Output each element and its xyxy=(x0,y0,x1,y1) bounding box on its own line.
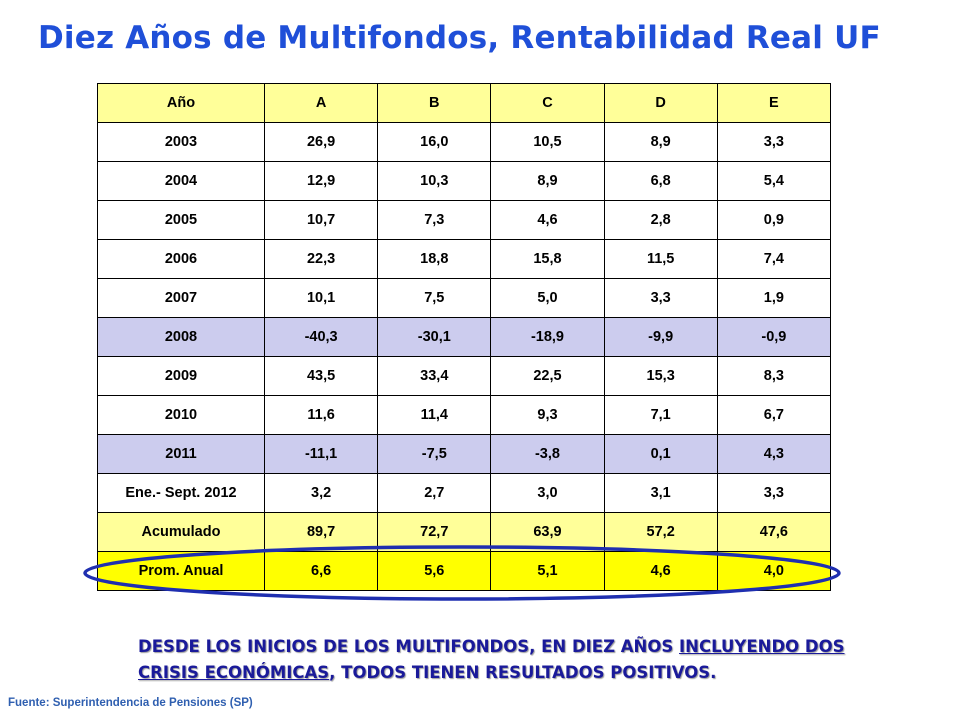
value-cell: -9,9 xyxy=(603,317,718,357)
value-cell: 9,3 xyxy=(490,395,605,435)
value-cell: 10,7 xyxy=(263,200,379,240)
value-cell: -3,8 xyxy=(490,434,605,474)
table-row: 2009 43,5 33,4 22,5 15,3 8,3 xyxy=(97,356,832,396)
value-cell: 7,1 xyxy=(603,395,718,435)
row-label-cell: 2010 xyxy=(97,395,265,435)
value-cell: 0,1 xyxy=(603,434,718,474)
value-cell: -7,5 xyxy=(377,434,492,474)
returns-table: Año A B C D E 2003 26,9 16,0 10,5 8,9 3,3 2004… xyxy=(97,83,832,591)
value-cell: 8,9 xyxy=(603,122,718,162)
value-cell: 2,8 xyxy=(603,200,718,240)
value-cell: 0,9 xyxy=(716,200,832,240)
value-cell: 6,6 xyxy=(263,551,379,591)
returns-table-body: Año A B C D E 2003 26,9 16,0 10,5 8,9 3,3 2004… xyxy=(97,83,832,591)
row-label-cell: Ene.- Sept. 2012 xyxy=(97,473,265,513)
value-cell: 4,6 xyxy=(603,551,718,591)
table-header-row: Año A B C D E xyxy=(97,83,832,123)
value-cell: 5,6 xyxy=(377,551,492,591)
value-cell: 4,6 xyxy=(490,200,605,240)
value-cell: 15,3 xyxy=(603,356,718,396)
value-cell: 4,3 xyxy=(716,434,832,474)
value-cell: -0,9 xyxy=(716,317,832,357)
table-row: 2007 10,1 7,5 5,0 3,3 1,9 xyxy=(97,278,832,318)
value-cell: 3,3 xyxy=(603,278,718,318)
table-row: Prom. Anual 6,6 5,6 5,1 4,6 4,0 xyxy=(97,551,832,591)
value-cell: -30,1 xyxy=(377,317,492,357)
value-cell: 11,4 xyxy=(377,395,492,435)
row-label-cell: Acumulado xyxy=(97,512,265,552)
value-cell: 26,9 xyxy=(263,122,379,162)
value-cell: 12,9 xyxy=(263,161,379,201)
row-label-cell: Prom. Anual xyxy=(97,551,265,591)
table-row: 2005 10,7 7,3 4,6 2,8 0,9 xyxy=(97,200,832,240)
value-cell: 7,4 xyxy=(716,239,832,279)
value-cell: 3,1 xyxy=(603,473,718,513)
value-cell: 7,5 xyxy=(377,278,492,318)
value-cell: 6,7 xyxy=(716,395,832,435)
value-cell: -18,9 xyxy=(490,317,605,357)
value-cell: 10,5 xyxy=(490,122,605,162)
value-cell: 16,0 xyxy=(377,122,492,162)
value-cell: 3,2 xyxy=(263,473,379,513)
value-cell: 3,0 xyxy=(490,473,605,513)
row-label-cell: 2003 xyxy=(97,122,265,162)
value-cell: 5,4 xyxy=(716,161,832,201)
source-footnote: Fuente: Superintendencia de Pensiones (S… xyxy=(8,697,253,709)
row-label-cell: 2011 xyxy=(97,434,265,474)
header-cell-fund-d: D xyxy=(603,83,718,123)
slide-title: Diez Años de Multifondos, Rentabilidad R… xyxy=(38,20,881,56)
table-row: Acumulado 89,7 72,7 63,9 57,2 47,6 xyxy=(97,512,832,552)
row-label-cell: 2007 xyxy=(97,278,265,318)
header-cell-fund-c: C xyxy=(490,83,605,123)
row-label-cell: 2004 xyxy=(97,161,265,201)
value-cell: 72,7 xyxy=(377,512,492,552)
header-cell-fund-a: A xyxy=(263,83,379,123)
header-cell-fund-b: B xyxy=(377,83,492,123)
table-row: 2011 -11,1 -7,5 -3,8 0,1 4,3 xyxy=(97,434,832,474)
table-row: 2004 12,9 10,3 8,9 6,8 5,4 xyxy=(97,161,832,201)
table-row: Ene.- Sept. 2012 3,2 2,7 3,0 3,1 3,3 xyxy=(97,473,832,513)
value-cell: 89,7 xyxy=(263,512,379,552)
value-cell: 8,3 xyxy=(716,356,832,396)
value-cell: 2,7 xyxy=(377,473,492,513)
note-text-underlined: INCLUYENDO DOS CRISIS ECONÓMICAS xyxy=(138,637,845,682)
table-row: 2010 11,6 11,4 9,3 7,1 6,7 xyxy=(97,395,832,435)
value-cell: 5,0 xyxy=(490,278,605,318)
row-label-cell: 2009 xyxy=(97,356,265,396)
value-cell: 22,3 xyxy=(263,239,379,279)
note-text-start: DESDE LOS INICIOS DE LOS MULTIFONDOS, EN… xyxy=(138,637,680,656)
header-cell-year: Año xyxy=(97,83,265,123)
value-cell: 8,9 xyxy=(490,161,605,201)
value-cell: 63,9 xyxy=(490,512,605,552)
header-cell-fund-e: E xyxy=(716,83,832,123)
value-cell: 10,1 xyxy=(263,278,379,318)
value-cell: 4,0 xyxy=(716,551,832,591)
conclusion-note: DESDE LOS INICIOS DE LOS MULTIFONDOS, EN… xyxy=(138,634,858,686)
value-cell: 15,8 xyxy=(490,239,605,279)
value-cell: 7,3 xyxy=(377,200,492,240)
value-cell: 47,6 xyxy=(716,512,832,552)
table-row: 2006 22,3 18,8 15,8 11,5 7,4 xyxy=(97,239,832,279)
value-cell: 43,5 xyxy=(263,356,379,396)
value-cell: -11,1 xyxy=(263,434,379,474)
value-cell: 3,3 xyxy=(716,122,832,162)
value-cell: 11,5 xyxy=(603,239,718,279)
value-cell: 22,5 xyxy=(490,356,605,396)
table-row: 2003 26,9 16,0 10,5 8,9 3,3 xyxy=(97,122,832,162)
value-cell: 18,8 xyxy=(377,239,492,279)
row-label-cell: 2005 xyxy=(97,200,265,240)
row-label-cell: 2006 xyxy=(97,239,265,279)
value-cell: 5,1 xyxy=(490,551,605,591)
value-cell: 1,9 xyxy=(716,278,832,318)
table-row: 2008 -40,3 -30,1 -18,9 -9,9 -0,9 xyxy=(97,317,832,357)
note-text-end: , TODOS TIENEN RESULTADOS POSITIVOS. xyxy=(329,663,717,682)
value-cell: 11,6 xyxy=(263,395,379,435)
value-cell: 10,3 xyxy=(377,161,492,201)
row-label-cell: 2008 xyxy=(97,317,265,357)
value-cell: -40,3 xyxy=(263,317,379,357)
value-cell: 33,4 xyxy=(377,356,492,396)
value-cell: 6,8 xyxy=(603,161,718,201)
value-cell: 57,2 xyxy=(603,512,718,552)
value-cell: 3,3 xyxy=(716,473,832,513)
